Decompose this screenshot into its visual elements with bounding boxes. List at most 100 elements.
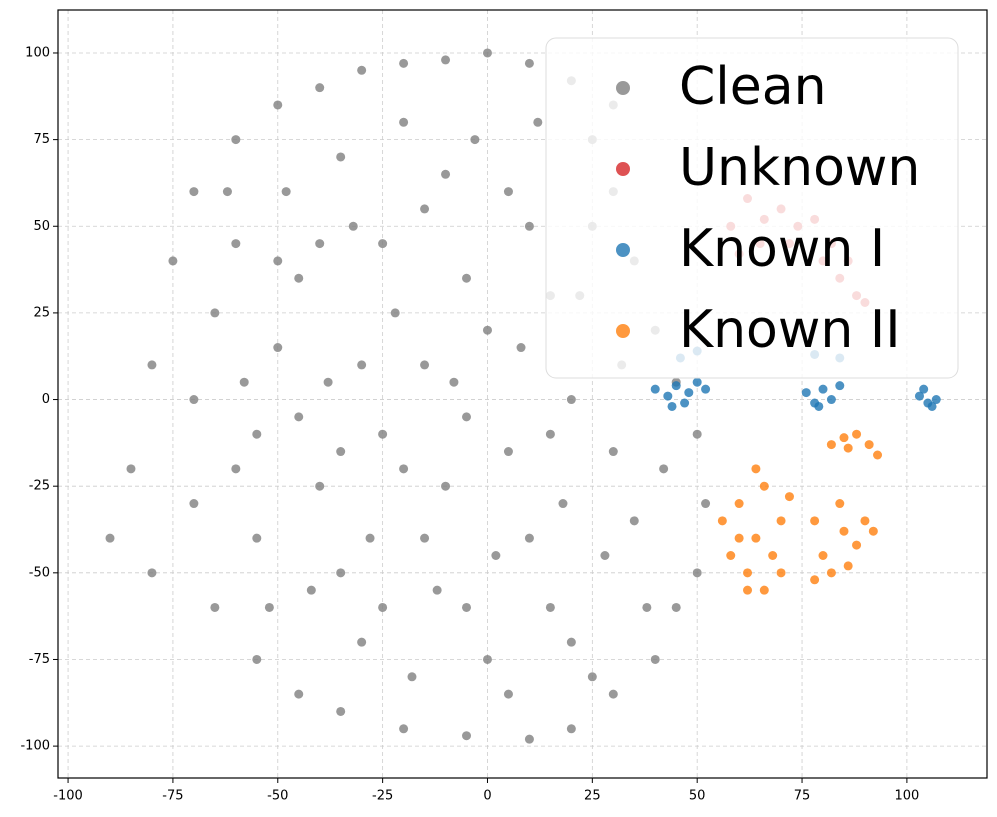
point — [503, 689, 513, 699]
point — [860, 516, 870, 526]
point — [336, 568, 346, 578]
legend-marker — [616, 81, 630, 95]
point — [189, 499, 199, 509]
point — [701, 499, 711, 509]
point — [294, 689, 304, 699]
legend-marker — [616, 324, 630, 338]
point — [306, 585, 316, 595]
x-tick-label: 0 — [483, 789, 491, 804]
point — [642, 602, 652, 612]
plot-frame — [57, 9, 988, 779]
point — [818, 384, 828, 394]
point — [680, 398, 690, 408]
point — [147, 568, 157, 578]
point — [931, 395, 941, 405]
y-tick-label: -50 — [29, 565, 50, 580]
point — [357, 637, 367, 647]
point — [826, 395, 836, 405]
point — [671, 381, 681, 391]
point — [503, 447, 513, 457]
point — [482, 654, 492, 664]
x-tick-label: 100 — [894, 789, 919, 804]
point — [399, 58, 409, 68]
point — [759, 481, 769, 491]
point — [390, 308, 400, 318]
point — [684, 388, 694, 398]
point — [587, 672, 597, 682]
y-tick-label: -25 — [29, 479, 50, 494]
point — [348, 221, 358, 231]
point — [852, 540, 862, 550]
point — [336, 152, 346, 162]
y-tick-label: -100 — [20, 739, 50, 754]
point — [927, 401, 937, 411]
point — [252, 429, 262, 439]
point — [239, 377, 249, 387]
point — [281, 187, 291, 197]
point — [659, 464, 669, 474]
point — [147, 360, 157, 370]
point — [801, 388, 811, 398]
point — [810, 575, 820, 585]
point — [814, 401, 824, 411]
point — [734, 499, 744, 509]
point — [315, 239, 325, 249]
point — [399, 117, 409, 127]
point — [441, 169, 451, 179]
point — [566, 395, 576, 405]
point — [826, 440, 836, 450]
point — [357, 65, 367, 75]
point — [873, 450, 883, 460]
point — [524, 221, 534, 231]
point — [252, 533, 262, 543]
point — [743, 585, 753, 595]
point — [378, 239, 388, 249]
point — [751, 464, 761, 474]
point — [600, 551, 610, 561]
point — [726, 551, 736, 561]
point — [210, 308, 220, 318]
point — [558, 499, 568, 509]
point — [231, 135, 241, 145]
legend-label: Known II — [679, 300, 901, 360]
point — [315, 481, 325, 491]
point — [743, 568, 753, 578]
point — [839, 433, 849, 443]
point — [482, 325, 492, 335]
x-tick-label: -100 — [53, 789, 83, 804]
point — [768, 551, 778, 561]
point — [692, 568, 702, 578]
point — [399, 724, 409, 734]
point — [810, 516, 820, 526]
point — [252, 654, 262, 664]
point — [378, 602, 388, 612]
legend-marker — [616, 243, 630, 257]
point — [470, 135, 480, 145]
x-tick-label: -50 — [267, 789, 288, 804]
point — [533, 117, 543, 127]
point — [357, 360, 367, 370]
point — [462, 412, 472, 422]
point — [231, 239, 241, 249]
point — [701, 384, 711, 394]
x-tick-label: 25 — [584, 789, 601, 804]
point — [126, 464, 136, 474]
point — [189, 395, 199, 405]
point — [482, 48, 492, 58]
y-tick-label: 0 — [42, 392, 50, 407]
point — [650, 384, 660, 394]
point — [462, 602, 472, 612]
legend-label: Known I — [679, 219, 885, 279]
point — [608, 447, 618, 457]
x-tick-label: -25 — [372, 789, 393, 804]
point — [545, 602, 555, 612]
point — [692, 377, 702, 387]
point — [667, 401, 677, 411]
point — [843, 443, 853, 453]
point — [273, 256, 283, 266]
point — [835, 499, 845, 509]
legend-marker — [616, 162, 630, 176]
y-tick-label: 50 — [33, 219, 50, 234]
point — [273, 343, 283, 353]
point — [751, 533, 761, 543]
